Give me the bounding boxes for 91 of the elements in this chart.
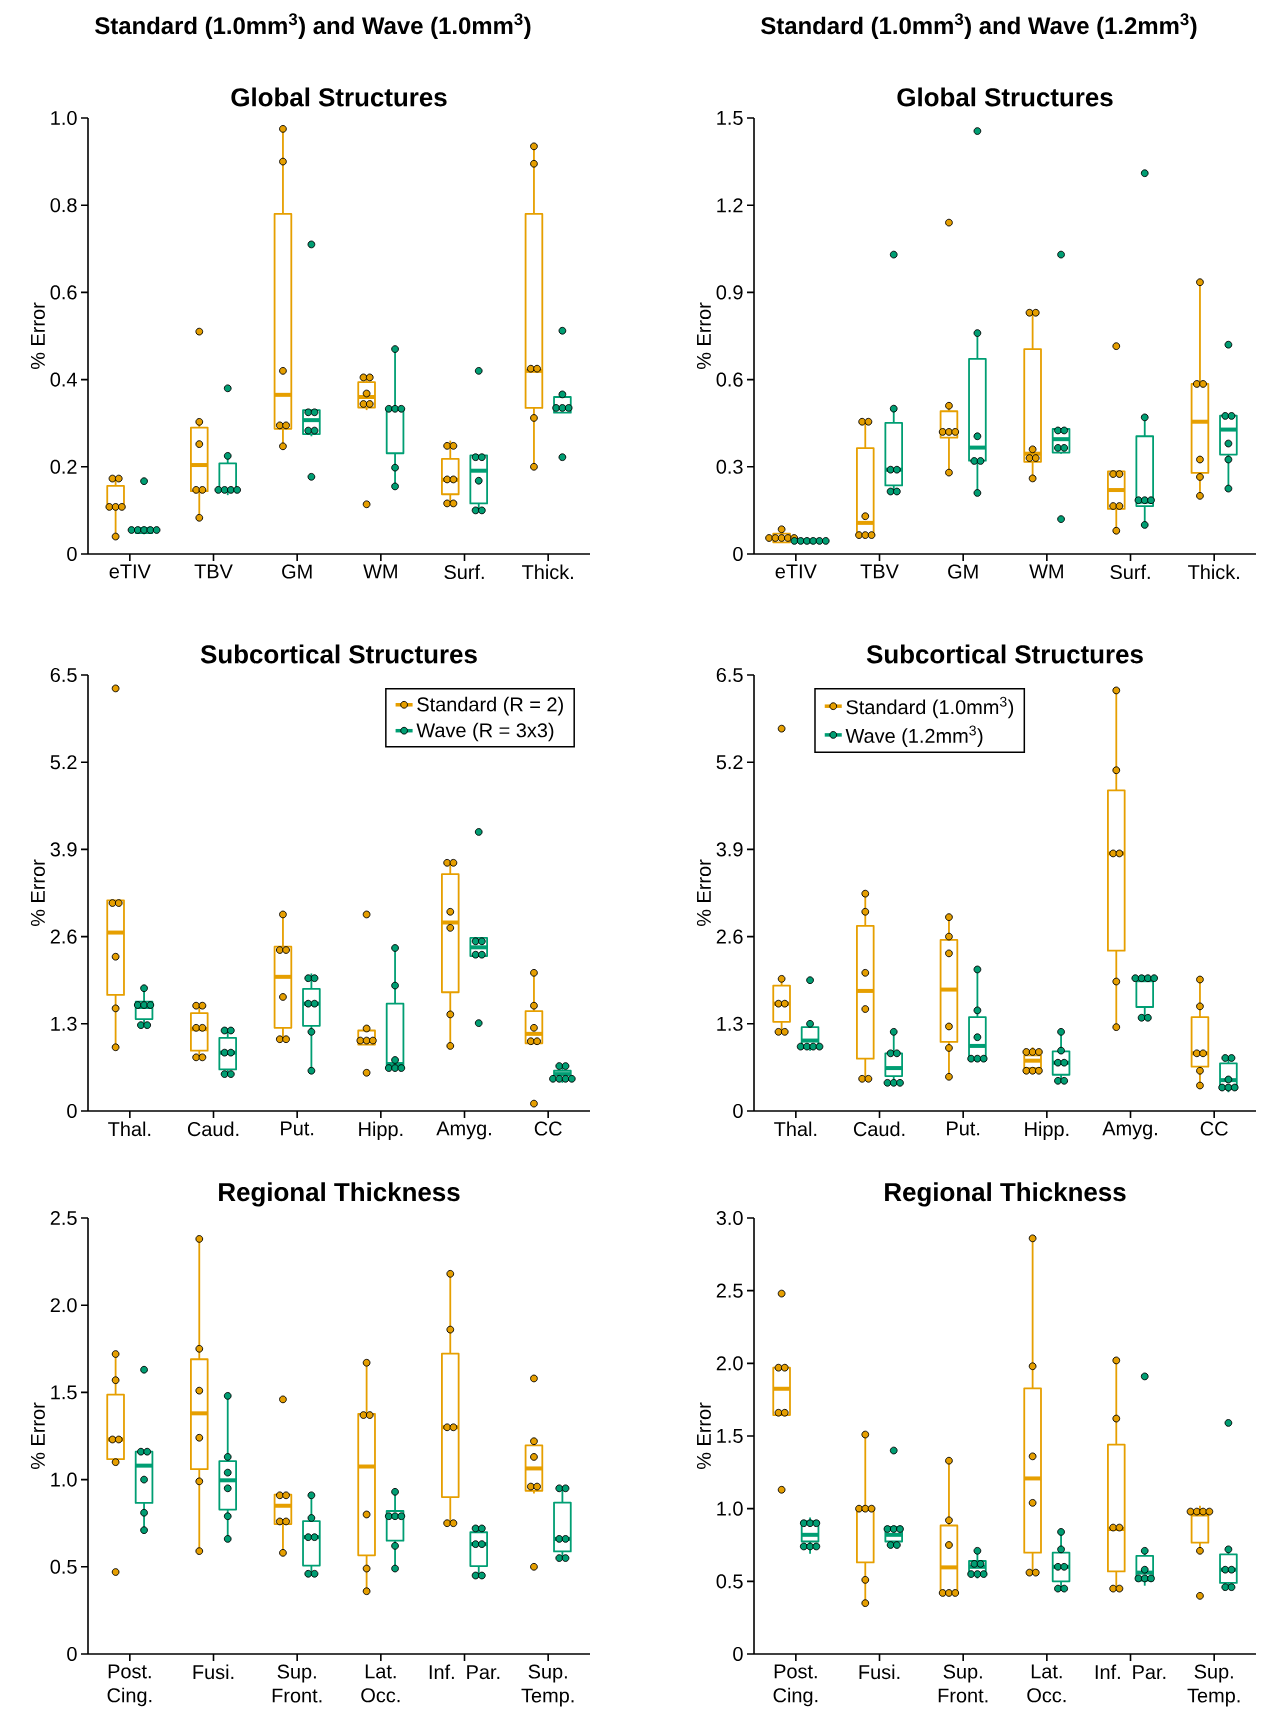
- y-tick-label: 0.4: [50, 372, 77, 387]
- y-axis-title: % Error: [696, 859, 711, 927]
- x-tick-label: Surf.: [444, 564, 484, 580]
- y-tick-label: 5.2: [716, 755, 743, 770]
- chart-title: Subcortical Structures: [200, 644, 477, 664]
- x-tick-label: Caud.: [187, 1121, 239, 1137]
- y-tick-label: 0.5: [50, 1559, 77, 1574]
- x-tick-label: eTIV: [775, 564, 817, 579]
- y-tick-label: 5.2: [50, 755, 77, 770]
- y-tick-label: 0.3: [716, 459, 743, 474]
- x-tick-label: Post. Cing.: [773, 1664, 818, 1707]
- y-tick-label: 0: [67, 1103, 77, 1119]
- x-tick-label: GM: [282, 564, 312, 579]
- y-tick-label: 1.0: [51, 110, 77, 126]
- x-tick-label: TBV: [194, 564, 233, 579]
- x-tick-label: Thal.: [108, 1121, 151, 1137]
- y-tick-label: 1.5: [717, 111, 743, 125]
- x-tick-label: Hipp.: [359, 1121, 403, 1141]
- x-tick-label: Thal.: [774, 1121, 817, 1137]
- y-tick-label: 3.0: [716, 1210, 743, 1226]
- x-tick-label: Fusi.: [859, 1664, 900, 1680]
- y-tick-label: 0: [67, 546, 77, 562]
- x-tick-label: CC: [1200, 1121, 1228, 1136]
- x-tick-label: CC: [534, 1121, 562, 1136]
- legend-label: Standard (1.0mm$^{3}$): [846, 696, 1014, 719]
- x-tick-label: Sup. Front.: [938, 1664, 988, 1703]
- y-tick-label: 2.5: [716, 1283, 743, 1298]
- x-tick-label: Sup. Front.: [272, 1664, 322, 1703]
- x-tick-label: Post. Cing.: [107, 1664, 152, 1707]
- y-tick-label: 0.5: [716, 1574, 743, 1589]
- y-tick-label: 1.5: [717, 1429, 743, 1443]
- x-tick-label: Surf.: [1110, 564, 1150, 580]
- x-tick-label: Inf. Par.: [1095, 1664, 1166, 1680]
- y-tick-label: 0.6: [50, 285, 77, 300]
- y-tick-label: 2.6: [716, 929, 743, 944]
- y-tick-label: 0.9: [716, 285, 743, 300]
- chart-subtitle: Global Structures: [231, 87, 447, 107]
- y-tick-label: 6.5: [50, 667, 77, 683]
- y-tick-label: 1.0: [51, 1472, 77, 1487]
- y-tick-label: 2.5: [50, 1210, 77, 1226]
- x-tick-label: Lat. Occ.: [1027, 1664, 1066, 1703]
- x-tick-label: WM: [363, 564, 397, 579]
- y-tick-label: 1.3: [717, 1016, 743, 1031]
- x-tick-label: Caud.: [853, 1121, 905, 1137]
- x-tick-label: Put.: [281, 1121, 314, 1136]
- x-tick-label: Thick.: [522, 564, 573, 580]
- x-tick-label: Fusi.: [193, 1664, 234, 1680]
- y-tick-label: 2.0: [716, 1356, 743, 1371]
- y-tick-label: 0.2: [50, 459, 77, 474]
- chart-title: Regional Thickness: [219, 1182, 460, 1207]
- x-tick-label: Amyg.: [1102, 1121, 1157, 1140]
- x-tick-label: Sup. Temp.: [521, 1664, 574, 1707]
- chart-subtitle: Global Structures: [897, 87, 1113, 107]
- chart-title: Subcortical Structures: [866, 644, 1143, 664]
- chart-title: Standard (1.0mm$^{3}$) and Wave (1.0mm$^{3}$): [95, 13, 531, 39]
- chart-title: Regional Thickness: [885, 1182, 1126, 1207]
- chart-title: Standard (1.0mm$^{3}$) and Wave (1.2mm$^{3}$): [761, 13, 1197, 39]
- y-tick-label: 0: [733, 546, 743, 562]
- y-axis-title: % Error: [30, 859, 45, 927]
- x-tick-label: Lat. Occ.: [361, 1664, 400, 1703]
- x-tick-label: WM: [1029, 564, 1063, 579]
- y-tick-label: 1.5: [51, 1385, 77, 1400]
- y-tick-label: 1.3: [51, 1016, 77, 1031]
- y-tick-label: 0.8: [50, 198, 77, 213]
- y-tick-label: 2.6: [50, 929, 77, 944]
- x-tick-label: GM: [948, 564, 978, 579]
- y-tick-label: 1.0: [717, 1501, 743, 1516]
- y-axis-title: % Error: [30, 302, 45, 370]
- legend-label: Standard (R = 2): [417, 696, 563, 716]
- y-axis-title: % Error: [696, 1402, 711, 1470]
- legend-label: Wave (1.2mm$^{3}$): [845, 725, 983, 747]
- y-tick-label: 0.6: [716, 372, 743, 387]
- y-tick-label: 1.2: [717, 198, 743, 213]
- y-axis-title: % Error: [696, 302, 711, 370]
- x-tick-label: Put.: [947, 1121, 980, 1136]
- x-tick-label: Hipp.: [1025, 1121, 1069, 1141]
- x-tick-label: TBV: [860, 564, 899, 579]
- y-tick-label: 2.0: [50, 1298, 77, 1313]
- y-tick-label: 0: [733, 1103, 743, 1119]
- y-tick-label: 3.9: [716, 842, 743, 857]
- y-tick-label: 0: [733, 1646, 743, 1662]
- y-tick-label: 6.5: [716, 667, 743, 683]
- y-tick-label: 0: [67, 1646, 77, 1662]
- x-tick-label: Amyg.: [436, 1121, 491, 1140]
- y-axis-title: % Error: [30, 1402, 45, 1470]
- x-tick-label: Inf. Par.: [429, 1664, 500, 1680]
- x-tick-label: eTIV: [109, 564, 151, 579]
- legend-label: Wave (R = 3x3): [416, 722, 554, 742]
- x-tick-label: Sup. Temp.: [1187, 1664, 1240, 1707]
- y-tick-label: 3.9: [50, 842, 77, 857]
- x-tick-label: Thick.: [1188, 564, 1239, 580]
